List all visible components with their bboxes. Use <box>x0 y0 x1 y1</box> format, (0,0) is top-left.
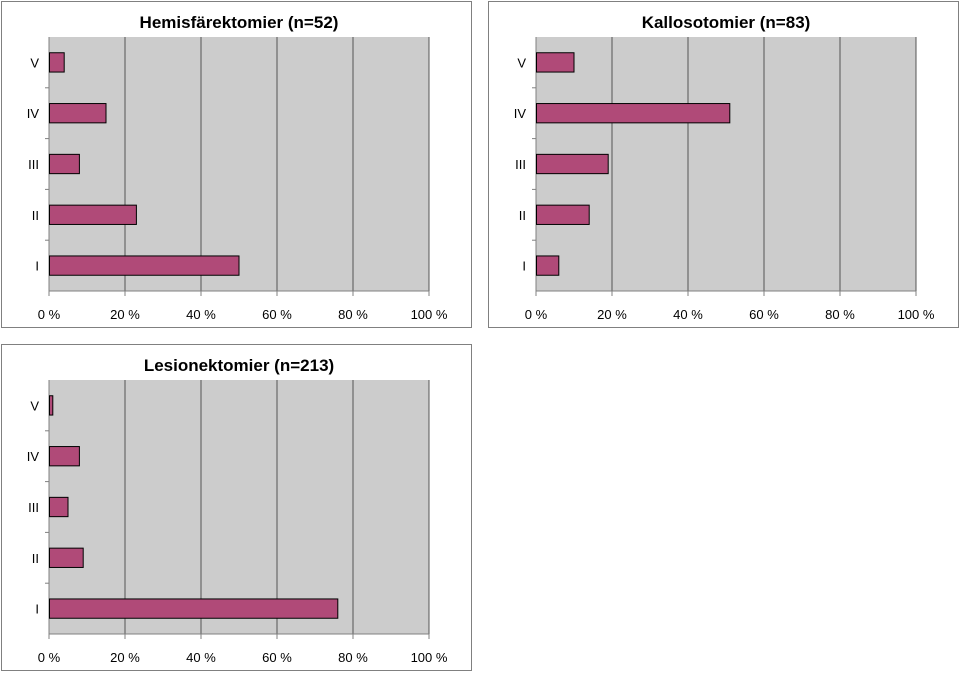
bar <box>49 446 80 467</box>
y-tick-label: III <box>28 500 39 515</box>
bar <box>536 153 609 175</box>
y-tick-label: III <box>28 157 39 172</box>
bar <box>536 52 575 73</box>
x-tick-label: 80 % <box>338 307 368 322</box>
x-tick-label: 100 % <box>411 307 448 322</box>
y-tick-label: II <box>32 208 39 223</box>
chart-title: Kallosotomier (n=83) <box>642 13 811 32</box>
x-tick-label: 40 % <box>673 307 703 322</box>
x-tick-label: 20 % <box>597 307 627 322</box>
bar <box>49 547 84 568</box>
plot-area <box>49 37 429 291</box>
x-tick-label: 0 % <box>525 307 548 322</box>
bar <box>49 395 54 416</box>
chart-panel-kallosotomier: Kallosotomier (n=83) V IV III II I 0 % 20 % 40 %… <box>488 1 959 328</box>
bar <box>49 52 65 73</box>
y-tick-label: I <box>35 259 39 274</box>
bar <box>49 204 137 225</box>
chart-title: Lesionektomier (n=213) <box>144 356 334 375</box>
x-tick-label: 60 % <box>749 307 779 322</box>
x-tick-label: 100 % <box>411 650 448 665</box>
x-tick-label: 0 % <box>38 650 61 665</box>
y-tick-label: IV <box>27 449 40 464</box>
chart-panel-hemisfarektomier: Hemisfärektomier (n=52) V IV III II I 0 % 20 % 4… <box>1 1 472 328</box>
x-tick-label: 40 % <box>186 650 216 665</box>
bar <box>536 103 731 124</box>
x-tick-label: 80 % <box>825 307 855 322</box>
y-tick-label: I <box>522 259 526 274</box>
x-tick-label: 100 % <box>898 307 935 322</box>
x-tick-label: 80 % <box>338 650 368 665</box>
y-tick-label: V <box>30 398 39 413</box>
x-tick-label: 20 % <box>110 650 140 665</box>
plot-area <box>49 380 429 634</box>
bar <box>49 598 339 619</box>
y-tick-label: IV <box>27 106 40 121</box>
y-tick-label: V <box>30 55 39 70</box>
bar <box>536 255 560 276</box>
y-tick-label: III <box>515 157 526 172</box>
y-tick-label: II <box>519 208 526 223</box>
bar <box>536 204 590 225</box>
x-tick-label: 40 % <box>186 307 216 322</box>
chart-title: Hemisfärektomier (n=52) <box>140 13 339 32</box>
bar <box>49 496 69 518</box>
bar <box>49 103 107 124</box>
chart-panel-lesionektomier: Lesionektomier (n=213) V IV III II I 0 % 20 % 40… <box>1 344 472 671</box>
bar <box>49 255 240 276</box>
x-tick-label: 60 % <box>262 650 292 665</box>
y-tick-label: IV <box>514 106 527 121</box>
x-tick-label: 20 % <box>110 307 140 322</box>
y-tick-label: V <box>517 55 526 70</box>
y-tick-label: II <box>32 551 39 566</box>
bar <box>49 153 80 175</box>
y-tick-label: I <box>35 602 39 617</box>
x-tick-label: 0 % <box>38 307 61 322</box>
x-tick-label: 60 % <box>262 307 292 322</box>
